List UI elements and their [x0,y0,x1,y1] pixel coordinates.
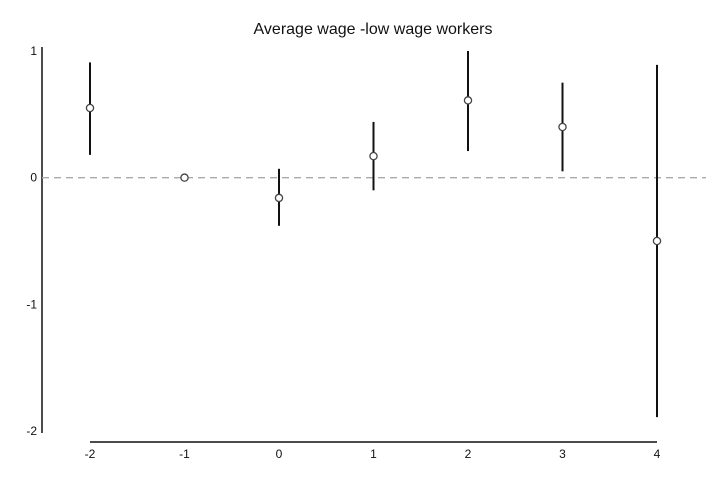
point-estimate-marker [180,173,189,182]
point-estimate-marker [274,193,284,203]
x-tick-label: 4 [654,447,661,461]
x-tick-label: 1 [370,447,377,461]
point-estimate-marker [558,122,567,132]
x-tick-label: 0 [276,447,283,461]
point-estimate-marker [369,151,378,161]
plot-area: 1 0 -1 -2 -2 -1 0 1 2 3 4 [26,44,706,461]
x-tick-label: 3 [559,447,566,461]
point-estimate-marker [463,96,473,105]
y-tick-label: -1 [26,297,37,311]
x-tick-label: -2 [85,447,96,461]
x-tick-label: -1 [179,447,190,461]
y-tick-label: 1 [30,44,37,58]
point-estimate-marker [652,236,662,246]
point-estimate-marker [85,103,95,113]
x-tick-label: 2 [465,447,472,461]
y-tick-label: -2 [26,424,37,438]
chart-title: Average wage -low wage workers [254,21,493,38]
y-tick-label: 0 [30,171,37,185]
